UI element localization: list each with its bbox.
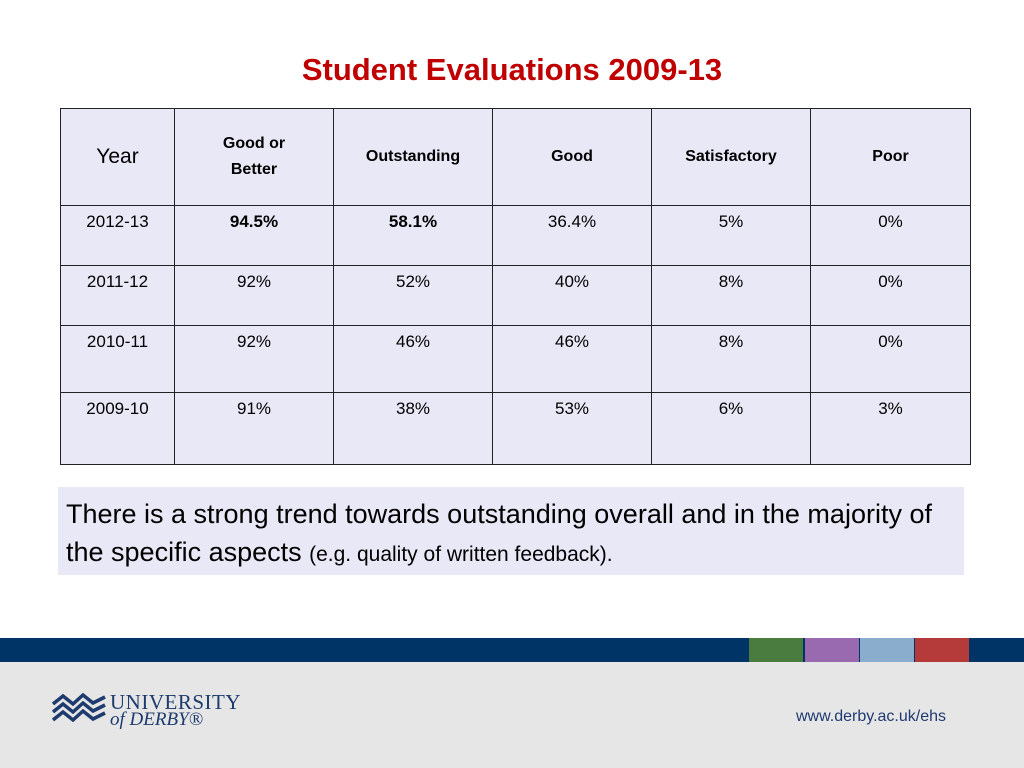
cell-outstanding: 38% xyxy=(333,392,493,465)
university-logo: UNIVERSITY of DERBY® xyxy=(52,690,241,730)
color-swatch-green xyxy=(749,638,803,662)
color-swatch-red xyxy=(915,638,969,662)
header-outstanding: Outstanding xyxy=(333,108,493,206)
cell-good: 46% xyxy=(492,325,652,393)
cell-outstanding: 58.1% xyxy=(333,205,493,266)
logo-text-university: UNIVERSITY xyxy=(110,690,241,714)
table-row: 2011-12 92% 52% 40% 8% 0% xyxy=(60,265,971,326)
cell-good-or-better: 92% xyxy=(174,265,334,326)
table-row: 2009-10 91% 38% 53% 6% 3% xyxy=(60,392,971,465)
cell-good-or-better: 91% xyxy=(174,392,334,465)
table-header-row: Year Good or Better Outstanding Good Sat… xyxy=(60,108,971,206)
mountain-logo-icon xyxy=(52,692,106,726)
cell-satisfactory: 6% xyxy=(651,392,811,465)
header-satisfactory: Satisfactory xyxy=(651,108,811,206)
cell-good: 40% xyxy=(492,265,652,326)
footer xyxy=(0,662,1024,768)
slide-title: Student Evaluations 2009-13 xyxy=(301,52,723,87)
cell-satisfactory: 5% xyxy=(651,205,811,266)
cell-outstanding: 46% xyxy=(333,325,493,393)
cell-satisfactory: 8% xyxy=(651,325,811,393)
cell-poor: 0% xyxy=(810,325,971,393)
cell-year: 2012-13 xyxy=(60,205,175,266)
cell-poor: 3% xyxy=(810,392,971,465)
header-good-or-better: Good or Better xyxy=(174,108,334,206)
evaluations-table: Year Good or Better Outstanding Good Sat… xyxy=(60,108,971,465)
cell-year: 2011-12 xyxy=(60,265,175,326)
header-year: Year xyxy=(60,108,175,206)
cell-poor: 0% xyxy=(810,265,971,326)
table-row: 2012-13 94.5% 58.1% 36.4% 5% 0% xyxy=(60,205,971,266)
logo-text-derby: of DERBY® xyxy=(110,709,204,730)
color-swatch-purple xyxy=(805,638,859,662)
table-row: 2010-11 92% 46% 46% 8% 0% xyxy=(60,325,971,393)
cell-year: 2010-11 xyxy=(60,325,175,393)
cell-good: 36.4% xyxy=(492,205,652,266)
note-example-text: (e.g. quality of written feedback). xyxy=(309,543,613,566)
header-good: Good xyxy=(492,108,652,206)
cell-good: 53% xyxy=(492,392,652,465)
cell-outstanding: 52% xyxy=(333,265,493,326)
cell-satisfactory: 8% xyxy=(651,265,811,326)
cell-good-or-better: 94.5% xyxy=(174,205,334,266)
color-swatch-light-blue xyxy=(860,638,914,662)
note-main-text: There is a strong trend towards outstand… xyxy=(66,499,932,567)
trend-note: There is a strong trend towards outstand… xyxy=(58,487,964,575)
cell-good-or-better: 92% xyxy=(174,325,334,393)
header-poor: Poor xyxy=(810,108,971,206)
cell-poor: 0% xyxy=(810,205,971,266)
footer-url: www.derby.ac.uk/ehs xyxy=(796,708,946,725)
cell-year: 2009-10 xyxy=(60,392,175,465)
